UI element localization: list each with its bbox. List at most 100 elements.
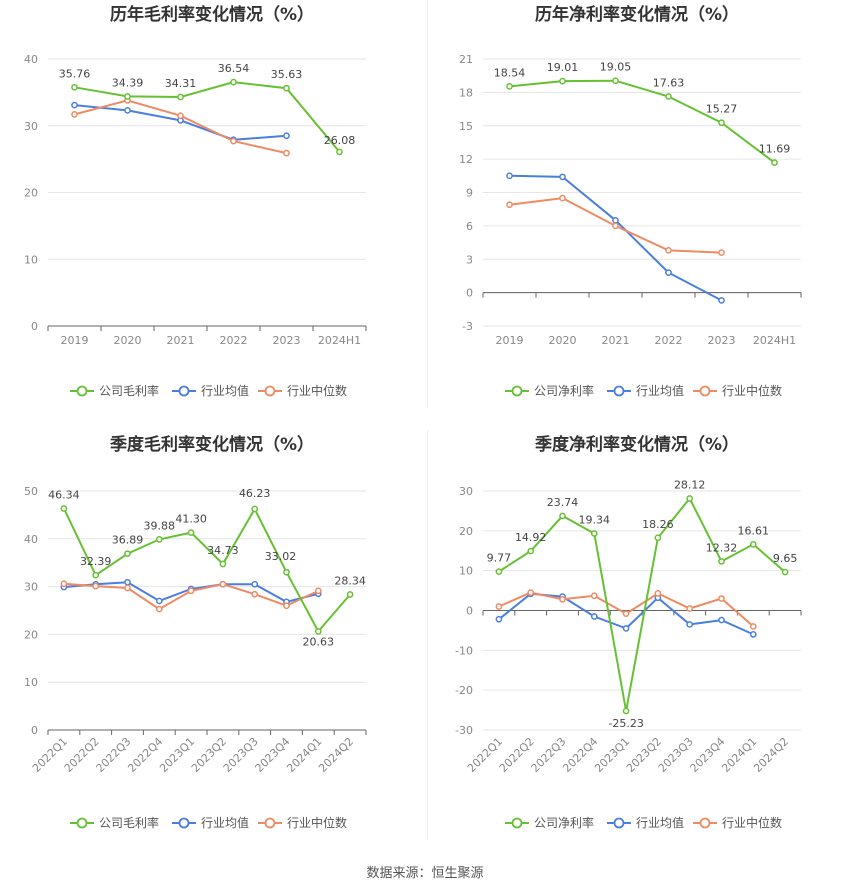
data-point <box>590 530 598 537</box>
data-label: 9.77 <box>487 552 512 565</box>
data-point <box>283 132 290 140</box>
legend-marker <box>178 385 190 397</box>
x-tick-label: 2024H1 <box>753 334 796 347</box>
data-point <box>346 591 354 598</box>
chart-quarterly-gross-margin-svg: 季度毛利率变化情况（%）010203040502022Q12022Q22022Q… <box>24 434 367 830</box>
legend-marker <box>264 385 276 397</box>
data-point <box>230 78 237 86</box>
data-point <box>718 595 725 602</box>
data-label: 28.12 <box>674 478 706 491</box>
y-tick-label: 10 <box>24 676 38 689</box>
series-line <box>509 79 776 164</box>
data-label: 36.54 <box>218 62 250 75</box>
y-tick-label: 20 <box>24 628 38 641</box>
data-point <box>71 101 78 109</box>
chart-annual-net-margin: 历年净利率变化情况（%） -3 0 3 6 9 12 15 18 21 2019 2020 2021 20… <box>425 0 850 430</box>
data-point <box>177 112 184 120</box>
series-line <box>74 81 341 153</box>
data-label: 34.39 <box>112 76 144 89</box>
chart-title: 季度净利率变化情况（%） <box>535 434 739 455</box>
legend-label: 行业中位数 <box>722 383 782 398</box>
legend-marker <box>264 817 276 829</box>
y-tick-label: 40 <box>24 53 38 66</box>
data-point <box>718 249 725 256</box>
data-point <box>612 77 619 85</box>
data-point <box>665 269 672 276</box>
y-tick-label: 10 <box>459 565 473 578</box>
chart-annual-net-margin-svg: 历年净利率变化情况（%） -3 0 3 6 9 12 15 18 21 2019 2020 2021 20… <box>459 4 802 398</box>
y-tick-label: 0 <box>31 724 38 737</box>
data-point <box>771 159 778 166</box>
data-label: 14.92 <box>515 531 547 544</box>
data-label: 34.31 <box>165 77 197 90</box>
data-point <box>590 613 598 620</box>
data-point <box>71 83 78 91</box>
x-tick-label: 2024H1 <box>318 334 361 347</box>
data-point <box>283 568 290 576</box>
legend-label: 公司净利率 <box>534 383 594 398</box>
data-label: 28.34 <box>334 575 366 588</box>
divider-top <box>427 0 428 408</box>
y-tick-label: 0 <box>466 605 473 618</box>
data-label: 41.30 <box>175 513 207 526</box>
data-point <box>92 571 100 579</box>
data-label: -25.23 <box>608 717 643 730</box>
data-label: 35.63 <box>271 68 303 81</box>
chart-quarterly-net-margin-svg: 季度净利率变化情况（%）-30-20-1001020302022Q12022Q2… <box>455 434 802 830</box>
x-tick-label: 2020 <box>114 334 142 347</box>
y-tick-label: 30 <box>459 485 473 498</box>
data-point <box>155 597 163 605</box>
data-point <box>219 560 227 568</box>
legend-label: 行业均值 <box>636 815 684 830</box>
y-tick-label: 12 <box>459 153 473 166</box>
data-label: 11.69 <box>759 143 791 156</box>
chart-title: 历年净利率变化情况（%） <box>535 4 739 25</box>
y-tick-label: -3 <box>462 320 473 333</box>
chart-quarterly-net-margin: 季度净利率变化情况（%） -30 -20 -10 0 10 20 30 2022Q1 2022Q2… <box>425 430 850 860</box>
data-point <box>718 119 725 127</box>
data-point <box>336 148 343 156</box>
data-point <box>749 631 757 638</box>
series-line <box>509 174 722 302</box>
data-point <box>686 605 694 612</box>
x-tick-label: 2023 <box>708 334 736 347</box>
data-point <box>92 582 100 590</box>
legend-marker <box>613 385 625 397</box>
x-tick-label: 2021 <box>602 334 630 347</box>
x-tick-label: 2022 <box>655 334 683 347</box>
legend-label: 行业均值 <box>201 815 249 830</box>
legend-marker <box>511 385 523 397</box>
data-label: 33.02 <box>265 550 297 563</box>
data-point <box>187 587 195 595</box>
chart-quarterly-gross-margin: 季度毛利率变化情况（%） 0 10 20 30 40 50 2022Q1 2022Q2 2022Q… <box>0 430 425 860</box>
data-point <box>506 172 513 180</box>
divider-bottom <box>427 430 428 840</box>
y-tick-label: 21 <box>459 53 473 66</box>
data-label: 35.76 <box>59 67 91 80</box>
y-tick-label: 9 <box>466 187 473 200</box>
x-tick-label: 2024Q2 <box>751 735 791 775</box>
data-point <box>283 84 290 92</box>
data-point <box>654 534 662 542</box>
data-point <box>559 595 566 603</box>
data-point <box>124 93 131 100</box>
data-point <box>124 107 131 114</box>
y-tick-label: 10 <box>24 253 38 266</box>
data-label: 17.63 <box>653 76 685 89</box>
data-point <box>718 558 725 565</box>
data-label: 19.01 <box>547 61 579 74</box>
data-point <box>495 615 503 623</box>
y-tick-label: 6 <box>466 220 473 233</box>
data-point <box>622 625 630 632</box>
data-point <box>71 111 78 118</box>
data-point <box>251 580 259 588</box>
y-tick-label: 40 <box>24 533 38 546</box>
data-point <box>686 495 694 502</box>
legend-marker <box>699 385 711 397</box>
data-label: 18.54 <box>494 66 526 79</box>
data-point <box>60 505 68 512</box>
data-point <box>506 201 513 209</box>
data-label: 46.34 <box>48 488 80 501</box>
y-tick-label: 30 <box>24 120 38 133</box>
data-point <box>155 605 163 613</box>
